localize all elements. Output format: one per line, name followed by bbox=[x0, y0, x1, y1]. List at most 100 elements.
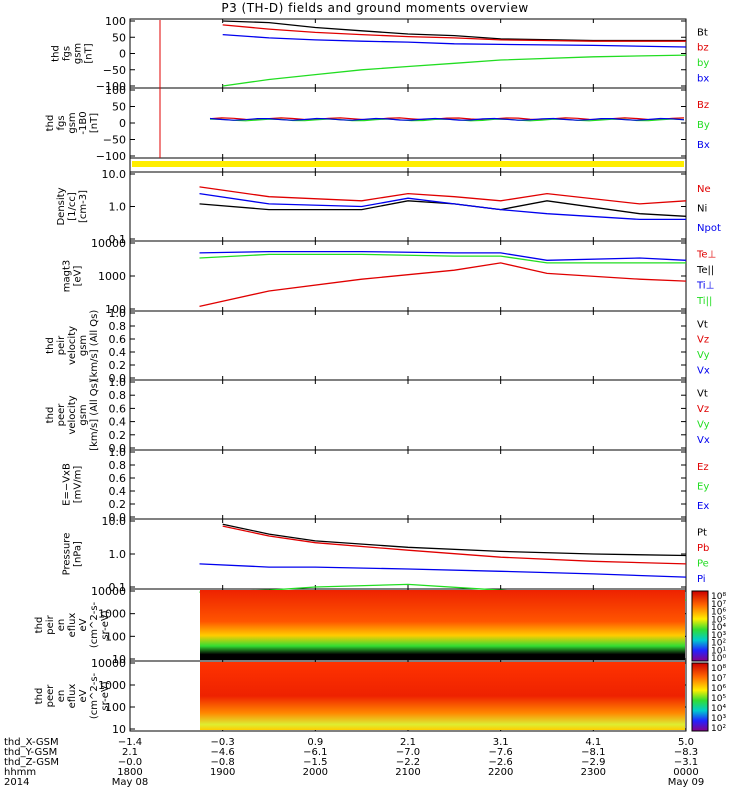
xaxis-value: −1.4 bbox=[118, 737, 142, 748]
legend-Vx: Vx bbox=[697, 365, 710, 376]
legend-Ez: Ez bbox=[697, 462, 709, 473]
ylabel-line: thd bbox=[45, 407, 56, 424]
ytick-label: 1.0 bbox=[109, 376, 127, 389]
ylabel-line: sr-eV) bbox=[100, 610, 111, 639]
ytick-label: 1.0 bbox=[109, 201, 127, 214]
legend-Bt: Bt bbox=[697, 27, 708, 38]
panel-frame-density bbox=[129, 171, 687, 242]
ytick-label: 0.2 bbox=[109, 429, 127, 442]
ytick-label: 10000 bbox=[91, 657, 126, 670]
legend-Ti||: Ti|| bbox=[696, 296, 712, 307]
ytick-label: 0.0 bbox=[109, 511, 127, 524]
legend-Te⊥: Te⊥ bbox=[696, 249, 716, 260]
legend-Te||: Te|| bbox=[696, 265, 714, 276]
legend-Vt: Vt bbox=[697, 388, 708, 399]
panel-frame-fgs bbox=[129, 18, 687, 89]
xaxis-value: 4.1 bbox=[585, 737, 601, 748]
colorbar-ion bbox=[691, 590, 709, 662]
colorbar-label: 10⁴ bbox=[711, 704, 726, 714]
legend-Pe: Pe bbox=[697, 559, 709, 570]
ytick-label: 100 bbox=[105, 15, 126, 28]
xaxis-row-label: thd_Z-GSM bbox=[4, 757, 59, 768]
ylabel-line: [nPa] bbox=[73, 541, 84, 567]
xaxis-value: −0.8 bbox=[211, 757, 235, 768]
ytick-label: 1.0 bbox=[109, 307, 127, 320]
colorbar-electron bbox=[691, 662, 709, 732]
ytick-label: 0.0 bbox=[109, 372, 127, 385]
panel-frame-fgs2 bbox=[129, 87, 687, 159]
colorbar-label: 10¹ bbox=[711, 646, 726, 656]
xaxis-value: 5.0 bbox=[678, 737, 694, 748]
legend-Ni: Ni bbox=[697, 203, 707, 214]
ytick-label: 0.6 bbox=[109, 472, 127, 485]
ytick-label: 0.2 bbox=[109, 498, 127, 511]
xaxis-value: 0.9 bbox=[307, 737, 323, 748]
ylabel-line: peir bbox=[45, 614, 56, 634]
ytick-label: 0.6 bbox=[109, 402, 127, 415]
ylabel-line: (cm^2-s- bbox=[89, 601, 100, 648]
series-Pb bbox=[222, 525, 687, 565]
ylabel-line: eflux bbox=[67, 684, 78, 709]
xaxis-value: 1900 bbox=[210, 767, 235, 778]
ytick-label: −100 bbox=[96, 150, 126, 163]
ylabel-line: thd bbox=[45, 115, 56, 132]
legend-bx: bx bbox=[697, 73, 709, 84]
colorbar-label: 10³ bbox=[711, 714, 726, 724]
legend-Vx: Vx bbox=[697, 435, 710, 446]
ytick-label: 1000 bbox=[98, 608, 126, 621]
ylabel-line: [mV/m] bbox=[73, 466, 84, 504]
ylabel-line: [nT] bbox=[84, 43, 95, 63]
legend-Pi: Pi bbox=[697, 574, 706, 585]
ytick-label: 100 bbox=[105, 701, 126, 714]
ytick-label: 10 bbox=[112, 653, 126, 666]
ytick-label: 0.2 bbox=[109, 359, 127, 372]
xaxis-value: −0.3 bbox=[211, 737, 235, 748]
ylabel-line: [cm-3] bbox=[78, 190, 89, 223]
colorbar-label: 10⁸ bbox=[711, 664, 726, 674]
ytick-label: 0.4 bbox=[109, 346, 127, 359]
xaxis-value: 2000 bbox=[303, 767, 328, 778]
flag-bar bbox=[132, 161, 684, 167]
ylabel-line: sr-eV) bbox=[100, 681, 111, 710]
legend-Vz: Vz bbox=[697, 335, 709, 346]
legend-Vz: Vz bbox=[697, 404, 709, 415]
colorbar-label: 10⁸ bbox=[711, 592, 726, 602]
ylabel-line: [eV] bbox=[73, 266, 84, 287]
ylabel-line: magt3 bbox=[62, 260, 73, 293]
colorbar-label: 10² bbox=[711, 724, 726, 734]
ytick-label: 10 bbox=[112, 723, 126, 736]
ylabel-line: gsm bbox=[78, 335, 89, 356]
xaxis-value: −1.5 bbox=[303, 757, 327, 768]
series-Ti⊥ bbox=[199, 250, 687, 261]
ylabel-line: Density bbox=[56, 187, 67, 225]
ylabel-line: (cm^2-s- bbox=[89, 672, 100, 719]
xaxis-value: −6.1 bbox=[303, 747, 327, 758]
ylabel-line: velocity bbox=[67, 395, 78, 434]
legend-Vy: Vy bbox=[697, 420, 710, 431]
legend-Pt: Pt bbox=[697, 527, 707, 538]
colorbar-label: 10⁵ bbox=[711, 694, 726, 704]
series-Ne bbox=[199, 186, 687, 205]
ylabel-line: fgs bbox=[56, 115, 67, 130]
ylabel-line: velocity bbox=[67, 326, 78, 365]
legend-Pb: Pb bbox=[697, 543, 709, 554]
ytick-label: 1000 bbox=[98, 679, 126, 692]
ylabel-line: eV bbox=[78, 618, 89, 631]
ytick-label: 0.8 bbox=[109, 459, 127, 472]
legend-bz: bz bbox=[697, 43, 709, 54]
ylabel-line: Pressure bbox=[62, 533, 73, 576]
xaxis-value: −7.0 bbox=[396, 747, 420, 758]
ytick-label: 10000 bbox=[91, 585, 126, 598]
ylabel-line: thd bbox=[34, 688, 45, 705]
ylabel-line: [km/s] (All Qs) bbox=[89, 310, 100, 382]
ytick-label: −50 bbox=[103, 64, 126, 77]
xaxis-value: −4.6 bbox=[211, 747, 235, 758]
ytick-label: 1000 bbox=[98, 270, 126, 283]
series-Npot bbox=[199, 192, 686, 221]
ytick-label: 0.1 bbox=[109, 233, 127, 246]
ylabel-line: peer bbox=[45, 684, 56, 708]
xaxis-row-label: hhmm bbox=[4, 767, 36, 778]
colorbar-label: 10³ bbox=[711, 631, 726, 641]
legend-by: by bbox=[697, 58, 709, 69]
xaxis-value: −8.1 bbox=[581, 747, 605, 758]
